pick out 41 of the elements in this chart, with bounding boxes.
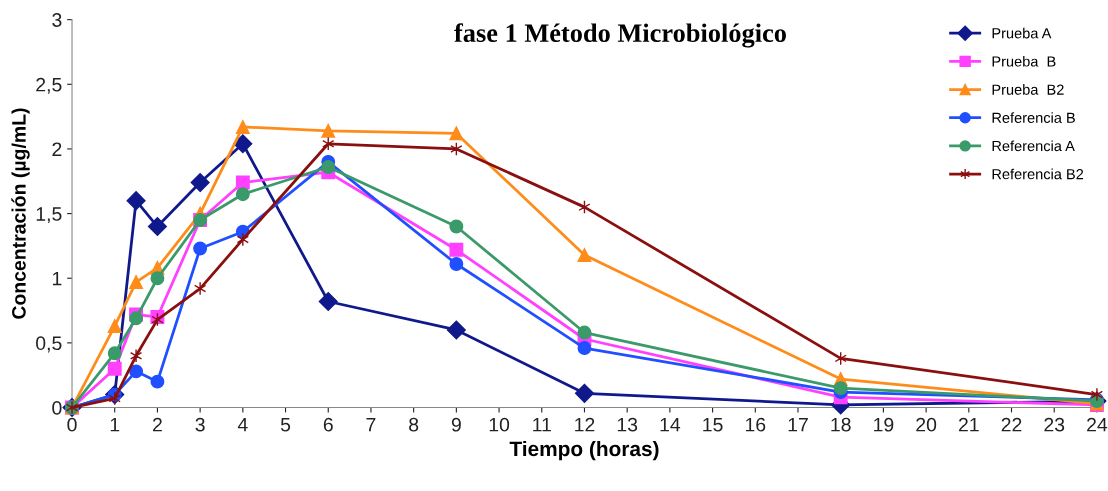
x-tick-label: 23 (1044, 417, 1065, 432)
legend-label: Prueba B2 (992, 84, 1064, 95)
y-tick-label: 3 (52, 13, 62, 27)
x-tick-label: 3 (195, 417, 205, 432)
legend-label: Prueba A (992, 27, 1052, 39)
x-tick-label: 17 (788, 417, 808, 432)
x-tick-label: 20 (916, 417, 937, 432)
legend-label: Referencia A (992, 140, 1075, 152)
chart-title: fase 1 Método Microbiológico (454, 23, 786, 48)
legend-label: Referencia B2 (992, 168, 1084, 180)
x-tick-label: 18 (831, 417, 851, 432)
y-tick-label: 2,5 (36, 77, 62, 94)
x-tick-label: 5 (280, 417, 291, 432)
x-tick-label: 11 (533, 417, 551, 432)
legend-label: Referencia B (992, 112, 1075, 123)
y-tick-label: 0 (52, 401, 62, 415)
x-tick-label: 24 (1087, 417, 1108, 432)
x-tick-label: 22 (1001, 417, 1022, 432)
x-tick-label: 13 (617, 417, 638, 432)
x-tick-label: 15 (703, 417, 723, 432)
y-tick-label: 2 (52, 142, 62, 156)
x-tick-label: 14 (660, 417, 681, 432)
x-tick-label: 2 (153, 417, 162, 432)
y-tick-label: 1 (52, 271, 62, 286)
x-tick-label: 12 (575, 417, 595, 432)
x-axis-title: Tiempo (horas) (509, 440, 659, 461)
legend-label: Prueba B (992, 55, 1056, 67)
x-tick-label: 21 (958, 417, 979, 432)
x-tick-label: 10 (489, 417, 510, 432)
y-tick-label: 1,5 (36, 207, 62, 224)
x-tick-label: 0 (67, 417, 77, 432)
x-tick-label: 6 (323, 417, 333, 432)
x-tick-label: 8 (409, 417, 419, 432)
x-tick-label: 19 (874, 417, 894, 432)
x-tick-label: 16 (745, 417, 766, 432)
x-tick-label: 1 (110, 417, 120, 432)
x-tick-label: 7 (366, 417, 376, 432)
y-axis-title: Concentración (µg/mL) (11, 108, 30, 319)
x-tick-label: 9 (451, 417, 461, 432)
y-tick-label: 0,5 (36, 336, 62, 353)
x-tick-label: 4 (237, 417, 248, 432)
